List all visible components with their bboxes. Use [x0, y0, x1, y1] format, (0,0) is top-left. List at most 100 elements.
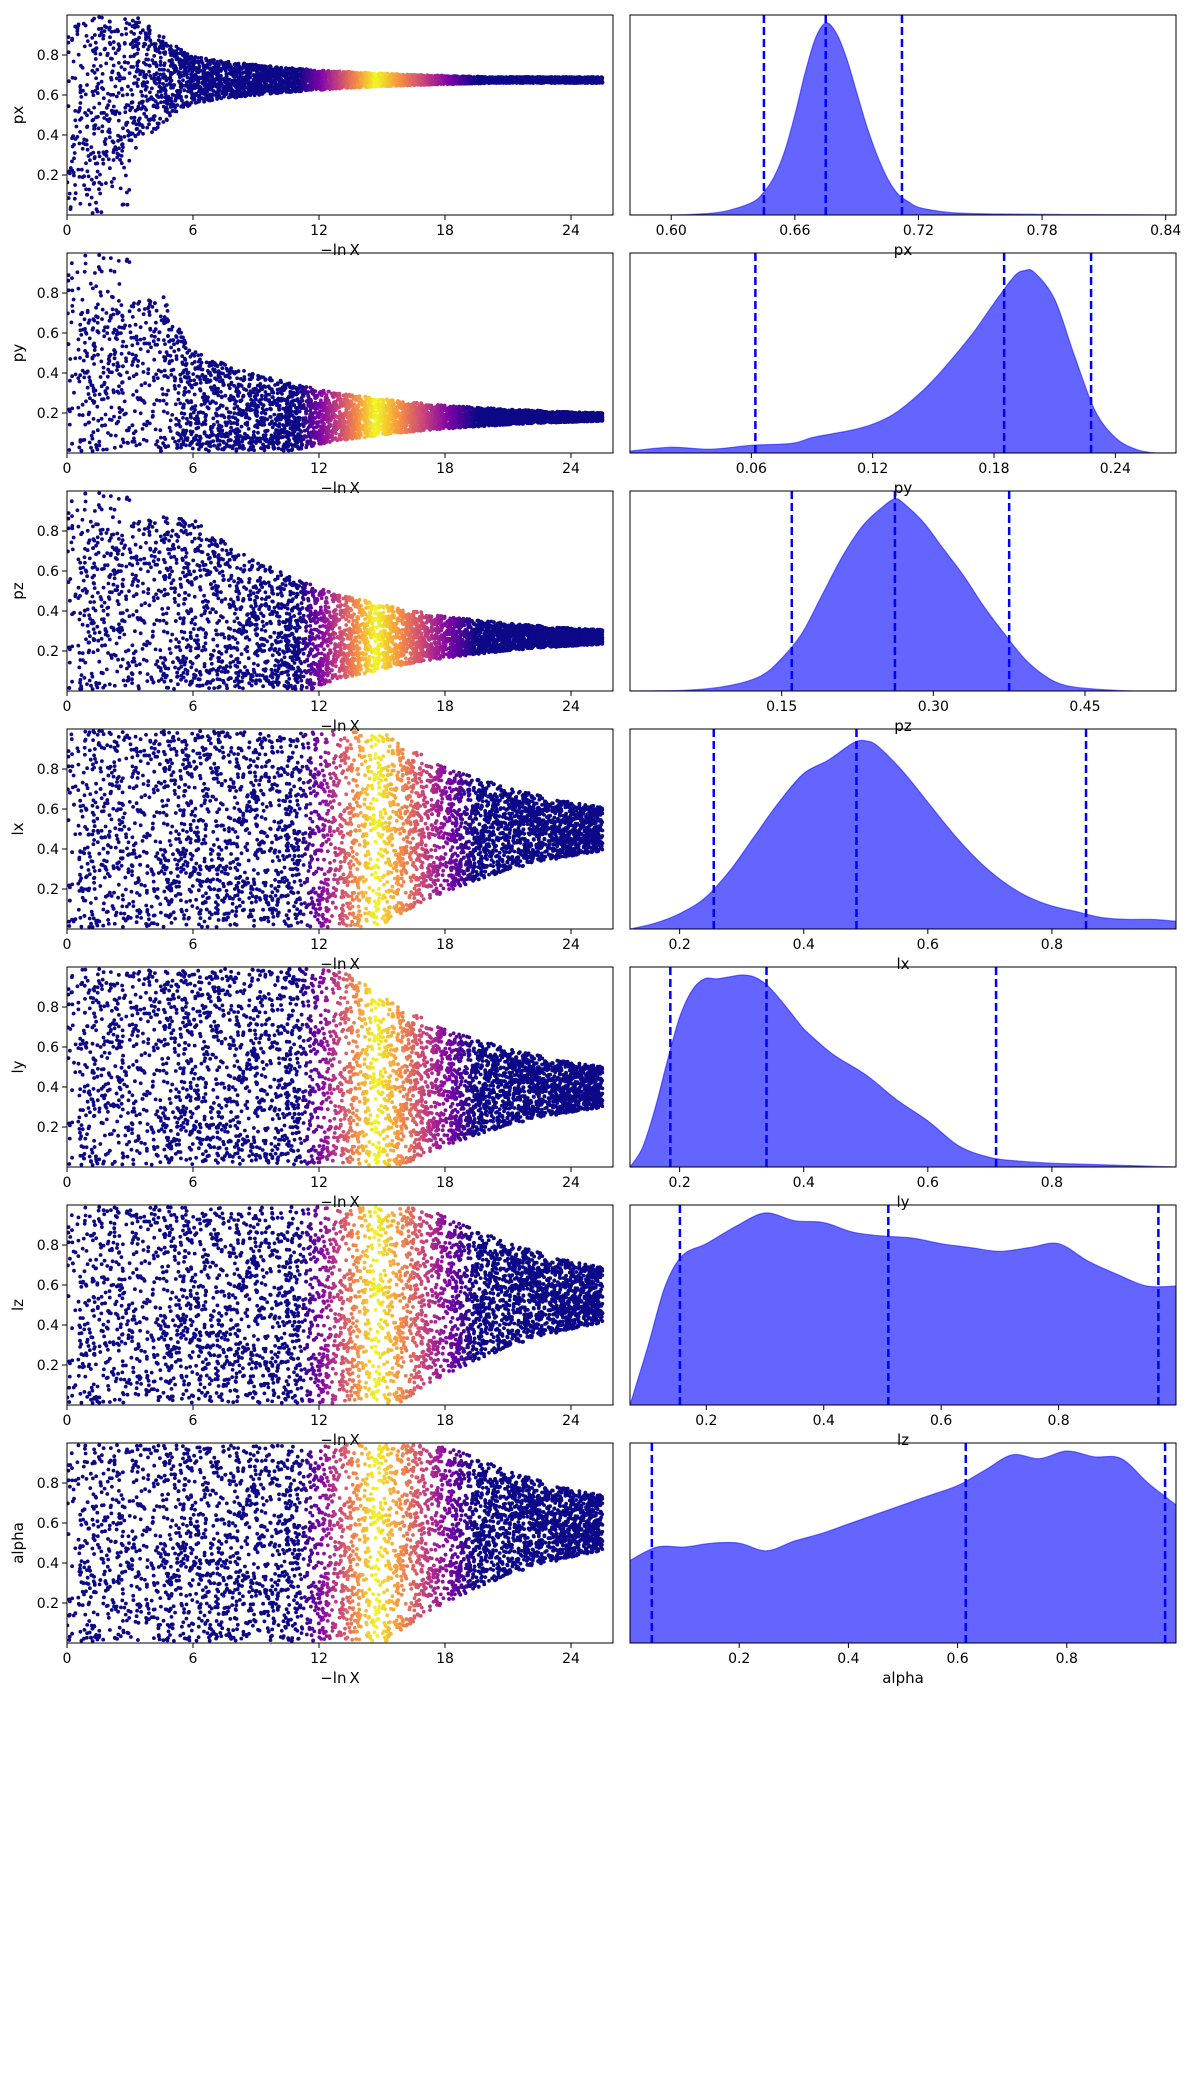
trace-point: [88, 158, 92, 163]
trace-point: [110, 69, 115, 74]
trace-point: [194, 91, 199, 96]
trace-point: [192, 86, 197, 91]
trace-point: [421, 76, 426, 81]
trace-point: [119, 32, 124, 37]
trace-point: [174, 109, 179, 114]
trace-point: [350, 75, 355, 80]
trace-point: [161, 35, 166, 40]
trace-point: [90, 118, 95, 123]
trace-point: [223, 80, 228, 84]
trace-point: [501, 75, 506, 80]
trace-plot-px: 0 6 12 18 240.20.40.60.8−ln Xpx: [9, 14, 614, 259]
trace-point: [322, 77, 327, 82]
trace-point: [85, 72, 90, 77]
trace-point: [104, 25, 109, 30]
trace-point: [158, 116, 163, 121]
trace-point: [176, 91, 180, 95]
trace-point: [111, 40, 116, 44]
trace-point: [68, 207, 73, 212]
trace-point: [342, 80, 347, 85]
trace-point: [94, 76, 98, 81]
trace-point: [70, 38, 74, 42]
trace-point: [97, 187, 101, 192]
trace-point: [165, 118, 169, 122]
trace-point: [130, 40, 135, 45]
trace-point: [159, 93, 164, 98]
trace-point: [219, 77, 224, 82]
trace-point: [170, 108, 175, 113]
trace-point: [188, 56, 193, 61]
trace-point: [67, 169, 72, 174]
trace-point: [78, 201, 83, 206]
trace-point: [67, 180, 70, 185]
trace-point: [181, 78, 185, 83]
trace-point: [142, 81, 147, 86]
trace-point: [208, 62, 212, 67]
trace-point: [129, 30, 134, 34]
trace-point: [302, 83, 307, 87]
trace-point: [417, 77, 422, 81]
trace-point: [184, 80, 189, 85]
trace-point: [189, 90, 194, 95]
trace-point: [85, 125, 89, 129]
trace-point: [322, 86, 326, 91]
trace-point: [168, 113, 172, 118]
trace-point: [210, 81, 215, 86]
trace-point: [136, 77, 141, 82]
trace-point: [127, 188, 132, 192]
trace-point: [188, 80, 193, 85]
trace-point: [72, 196, 77, 201]
trace-point: [161, 120, 166, 124]
trace-point: [101, 157, 105, 162]
trace-point: [551, 79, 555, 83]
trace-point: [104, 181, 108, 186]
trace-point: [137, 116, 142, 121]
trace-point: [70, 75, 75, 80]
trace-point: [128, 54, 133, 59]
trace-point: [108, 35, 112, 40]
trace-point: [89, 110, 94, 115]
trace-point: [133, 74, 137, 79]
trace-point: [118, 186, 123, 191]
trace-point: [104, 154, 109, 158]
trace-point: [145, 98, 150, 103]
trace-point: [138, 129, 142, 134]
trace-point: [193, 74, 198, 78]
trace-point: [158, 59, 163, 64]
trace-point: [345, 82, 349, 87]
trace-point: [227, 67, 232, 72]
trace-point: [140, 69, 144, 74]
trace-point: [201, 80, 206, 84]
trace-point: [143, 75, 148, 80]
trace-point: [84, 34, 89, 38]
trace-point: [419, 80, 424, 85]
trace-point: [88, 43, 93, 47]
trace-point: [117, 146, 121, 151]
trace-point: [242, 89, 246, 94]
trace-point: [189, 66, 194, 71]
trace-point: [222, 91, 227, 96]
trace-point: [132, 115, 137, 120]
trace-point: [218, 96, 223, 100]
trace-point: [297, 89, 301, 94]
trace-point: [98, 64, 103, 68]
trace-point: [411, 74, 416, 78]
trace-point: [177, 60, 182, 65]
trace-point: [159, 42, 164, 47]
trace-point: [83, 111, 87, 115]
trace-point: [93, 57, 98, 61]
trace-point: [212, 61, 217, 66]
trace-point: [67, 191, 72, 196]
trace-point: [187, 69, 191, 73]
trace-point: [126, 103, 131, 108]
trace-point: [141, 125, 145, 130]
trace-point: [73, 109, 78, 113]
trace-point: [271, 71, 275, 75]
trace-point: [244, 93, 249, 98]
trace-point: [138, 72, 143, 77]
trace-point: [134, 145, 138, 150]
trace-point: [81, 21, 86, 26]
trace-point: [113, 145, 118, 150]
trace-point: [120, 76, 125, 81]
trace-point: [141, 99, 145, 104]
